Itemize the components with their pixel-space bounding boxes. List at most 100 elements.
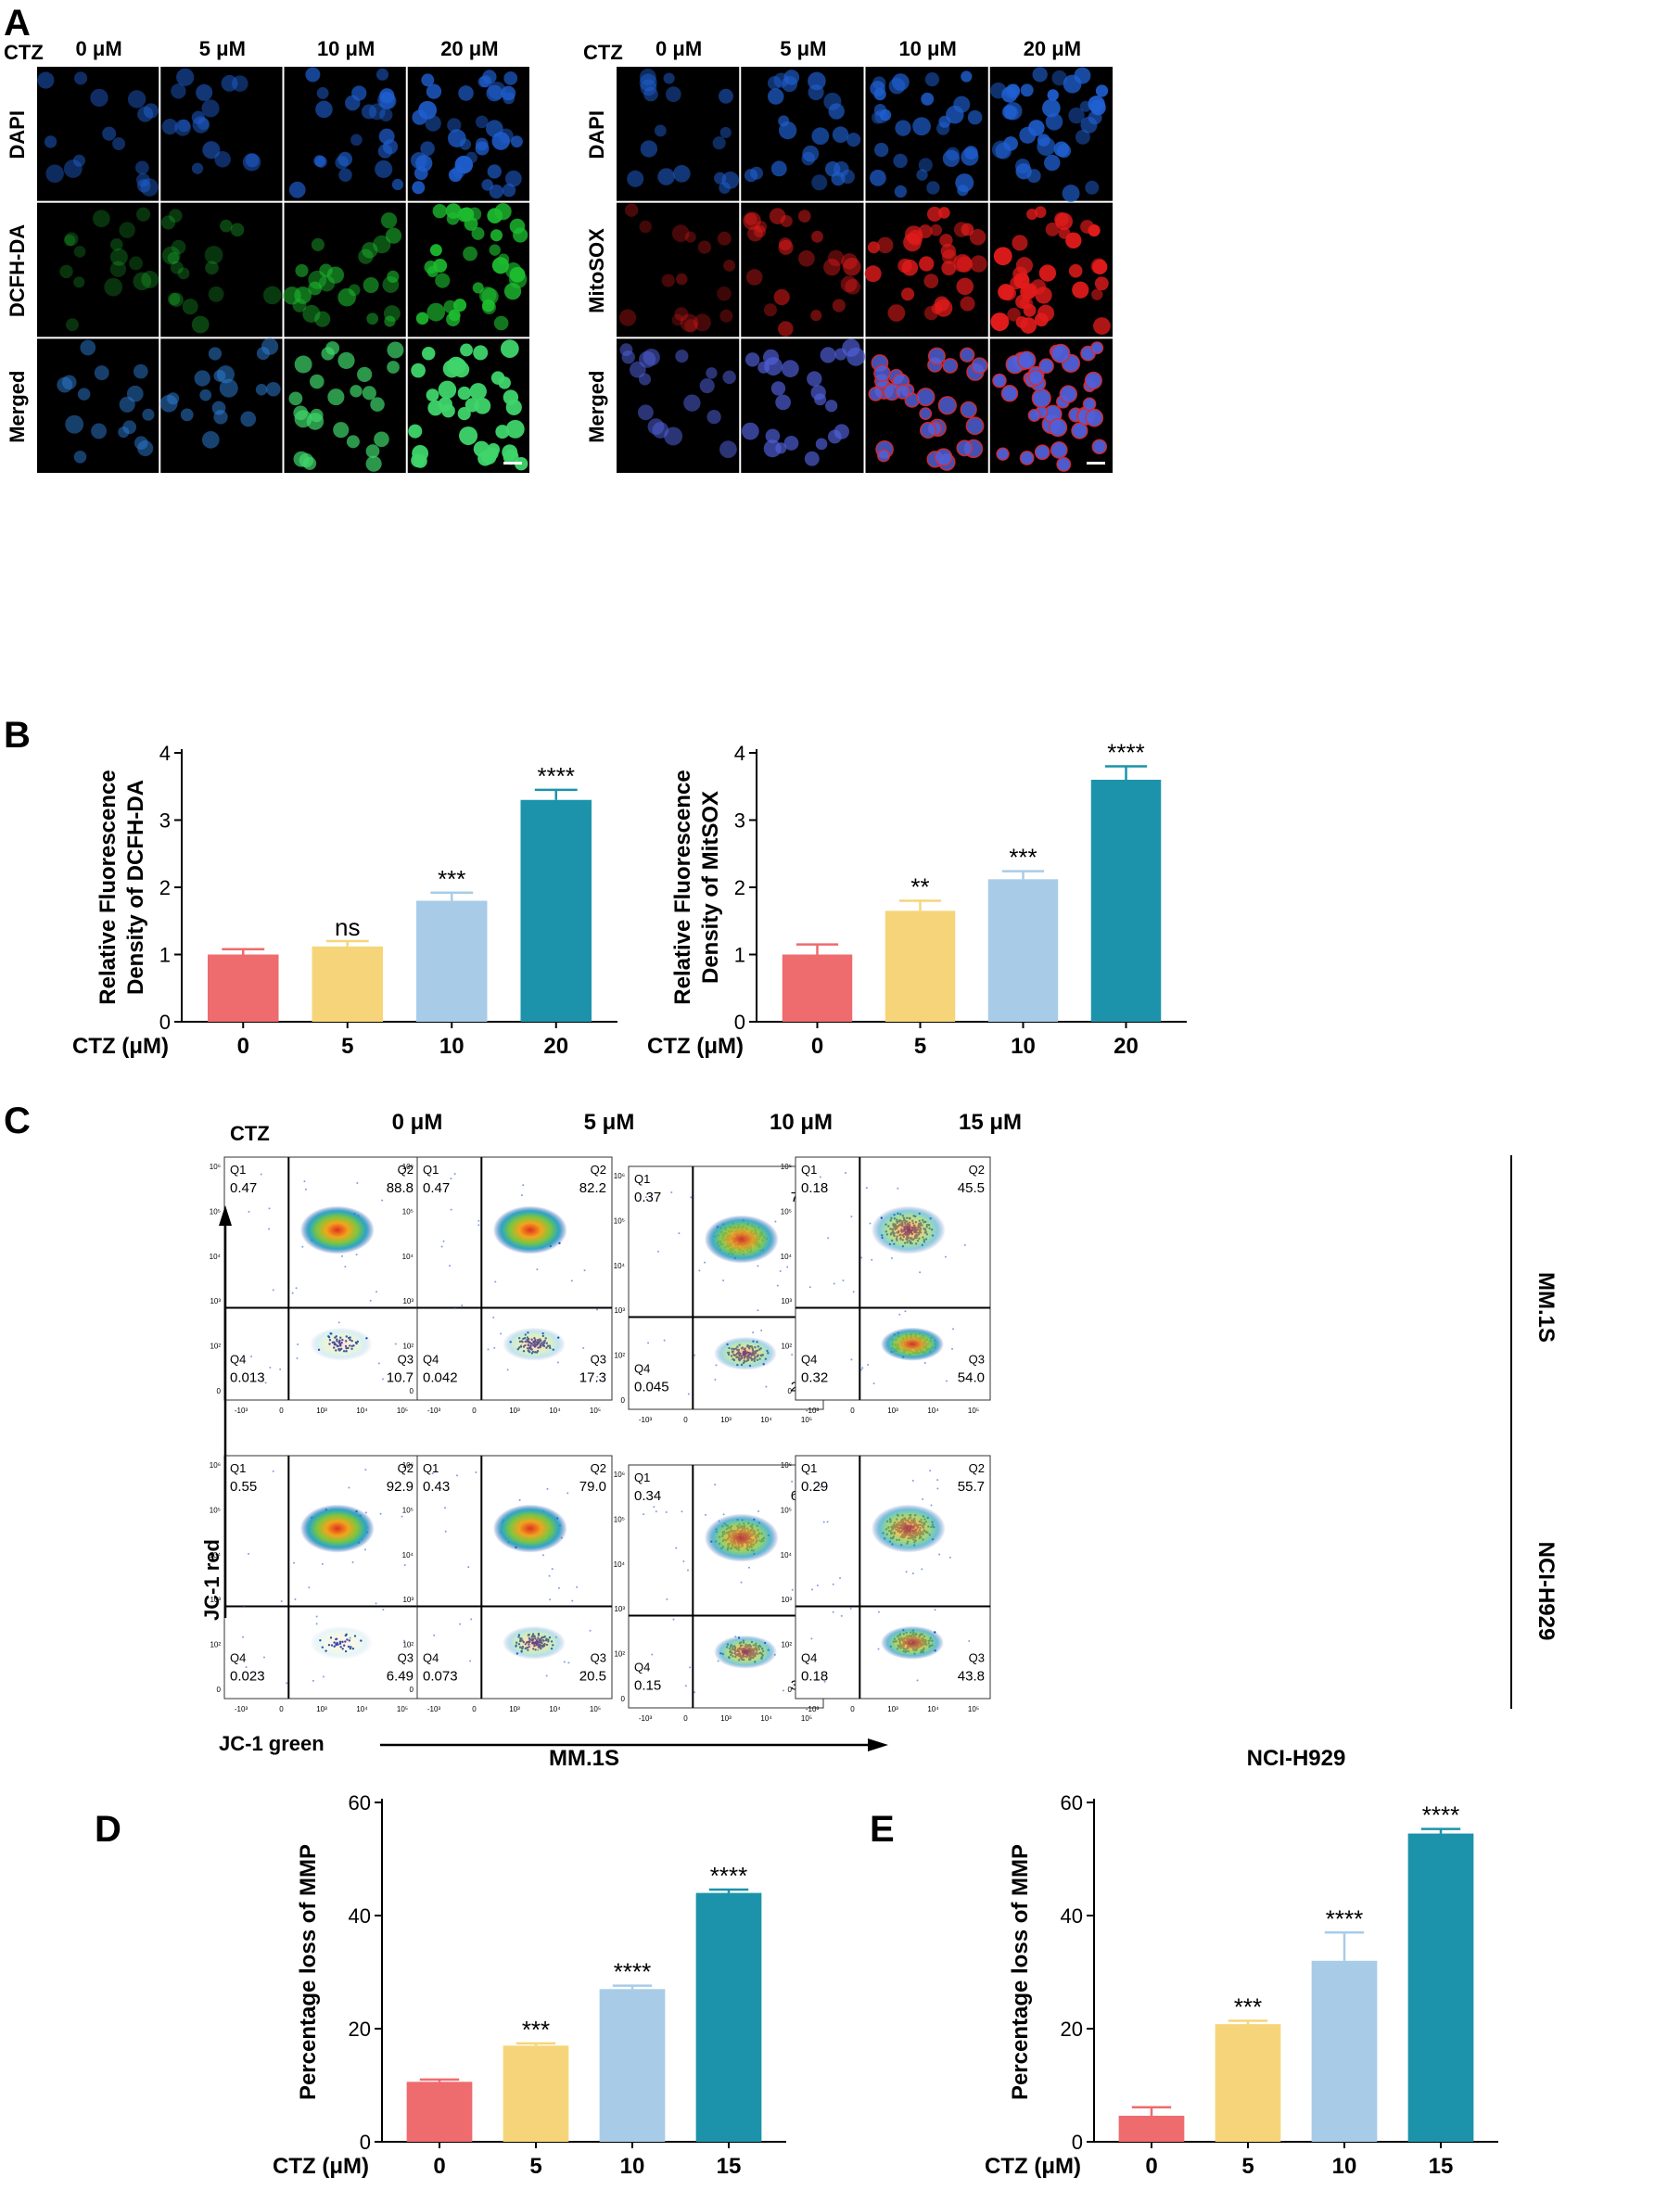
cell-dot <box>387 270 400 284</box>
event-dot <box>584 1670 587 1673</box>
y-tick-label: 0 <box>217 1387 222 1395</box>
cell-dot <box>491 132 510 150</box>
cell-dot <box>712 136 726 150</box>
event-dot <box>315 1615 318 1618</box>
y-tick-label: 10⁶ <box>210 1163 221 1171</box>
cell-dot <box>433 259 448 274</box>
event-dot <box>655 1510 657 1513</box>
cell-dot <box>202 141 221 159</box>
cell-dot <box>199 388 212 401</box>
cell-dot <box>174 119 191 136</box>
quadrant-percentage: 0.47 <box>230 1180 257 1196</box>
cell-dot <box>380 212 398 229</box>
cell-dot <box>315 156 327 168</box>
event-dot <box>379 1512 382 1515</box>
quadrant-name: Q2 <box>398 1461 414 1475</box>
cell-dot <box>1060 386 1077 403</box>
y-tick-label: 0 <box>734 1011 745 1034</box>
cell-dot <box>127 90 146 108</box>
cell-dot <box>647 418 665 435</box>
event-dot <box>589 1629 592 1632</box>
cell-dot <box>1063 74 1082 94</box>
event-dot <box>694 1354 696 1356</box>
micrograph-tile <box>407 338 529 473</box>
y-tick-label: 10⁴ <box>614 1560 626 1569</box>
cell-dot <box>73 450 87 464</box>
cell-dot <box>992 374 1007 388</box>
event-dot <box>487 1348 490 1351</box>
density-hotspot <box>310 1625 373 1660</box>
cell-dot <box>873 104 887 117</box>
event-dot <box>248 1552 250 1555</box>
cell-dot <box>1056 457 1071 472</box>
cell-dot <box>72 154 86 167</box>
cell-dot <box>639 69 656 85</box>
cell-dot <box>1093 317 1111 335</box>
cell-dot <box>946 146 960 161</box>
cell-dot <box>697 240 712 254</box>
event-dot <box>563 1661 566 1663</box>
cell-dot <box>73 276 85 288</box>
dose-label: 10 μM <box>770 1110 833 1135</box>
event-dot <box>570 1280 573 1282</box>
dose-label: 0 μM <box>655 37 702 60</box>
cell-dot <box>874 109 889 124</box>
channel-label: Merged <box>585 371 608 443</box>
cell-dot <box>475 141 490 156</box>
cell-ring <box>934 448 953 466</box>
cell-dot <box>350 134 363 146</box>
event-dot <box>557 1586 560 1589</box>
cell-dot <box>503 449 519 465</box>
y-axis-label: Density of DCFH-DA <box>123 780 148 995</box>
cell-dot <box>196 83 213 101</box>
significance-label: ns <box>335 913 360 941</box>
x-tick-label: 10³ <box>316 1407 327 1415</box>
event-dot <box>757 1309 759 1312</box>
cell-dot <box>411 363 426 378</box>
event-dot <box>776 1284 779 1287</box>
event-dot <box>752 1331 755 1334</box>
cell-dot <box>1083 398 1096 411</box>
quadrant-percentage: 0.18 <box>801 1180 828 1196</box>
cell-dot <box>743 211 761 230</box>
event-dot <box>919 1271 922 1274</box>
event-dot <box>450 1178 452 1180</box>
y-tick-label: 10² <box>210 1641 221 1649</box>
x-tick-label: 10⁵ <box>801 1714 812 1723</box>
cell-dot <box>133 272 152 291</box>
cell-dot <box>757 361 770 374</box>
flow-plot-frame <box>223 1455 420 1700</box>
cell-dot <box>61 375 77 390</box>
event-dot <box>444 1530 447 1533</box>
cell-dot <box>815 438 828 451</box>
cell-ring <box>919 407 933 421</box>
event-dot <box>381 1378 384 1381</box>
event-dot <box>549 1598 552 1601</box>
cell-dot <box>953 222 970 237</box>
flow-plot: Q10.47Q282.2Q317.3Q40.04210⁶10⁵10⁴10³10²… <box>402 1156 613 1415</box>
quadrant-percentage: 0.073 <box>423 1668 458 1684</box>
cell-dot <box>671 313 684 326</box>
cell-dot <box>161 119 178 135</box>
cell-dot <box>926 206 943 223</box>
density-hotspot <box>492 1504 567 1553</box>
quadrant-name: Q4 <box>230 1650 246 1664</box>
cell-dot <box>956 256 974 273</box>
cell-dot <box>935 299 953 317</box>
cell-dot <box>310 374 325 389</box>
cell-dot <box>363 276 379 293</box>
cell-ring <box>1027 369 1044 386</box>
cell-dot <box>877 450 890 462</box>
event-dot <box>286 1682 288 1685</box>
cell-dot <box>798 249 815 267</box>
event-dot <box>382 1609 385 1611</box>
cell-dot <box>137 106 154 122</box>
cell-dot <box>135 172 150 187</box>
flow-plot: Q10.34Q263.0Q336.5Q40.1510⁶10⁵10⁴10³10²0… <box>614 1464 824 1723</box>
dose-label: 0 μM <box>76 37 122 60</box>
x-tick-label: 10 <box>439 1034 465 1059</box>
quadrant-name: Q1 <box>230 1461 246 1475</box>
quadrant-percentage: 88.8 <box>387 1180 414 1196</box>
